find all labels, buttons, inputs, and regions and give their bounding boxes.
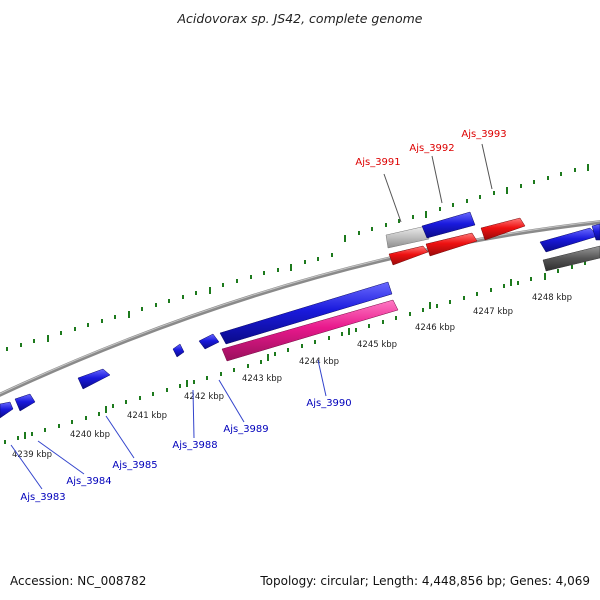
gene-label-highlight[interactable]: Ajs_3992 bbox=[409, 143, 454, 154]
map-title: Acidovorax sp. JS42, complete genome bbox=[177, 11, 423, 26]
kbp-label: 4247 kbp bbox=[473, 307, 513, 317]
label-leader bbox=[218, 379, 245, 423]
gene-label-highlight[interactable]: Ajs_3993 bbox=[461, 129, 506, 140]
label-leader bbox=[481, 143, 493, 190]
gene-label[interactable]: Ajs_3984 bbox=[66, 476, 111, 487]
label-leader bbox=[10, 444, 43, 490]
kbp-label: 4240 kbp bbox=[70, 430, 110, 440]
gene-arrow[interactable] bbox=[542, 245, 600, 272]
gene-arrow[interactable] bbox=[0, 401, 14, 419]
genome-backbone-highlight bbox=[0, 220, 600, 395]
kbp-label: 4248 kbp bbox=[532, 293, 572, 303]
accession-text: Accession: NC_008782 bbox=[10, 574, 146, 588]
kbp-label: 4242 kbp bbox=[184, 392, 224, 402]
gene-arrow[interactable] bbox=[388, 245, 429, 266]
gene-label[interactable]: Ajs_3983 bbox=[20, 492, 65, 503]
genome-summary: Topology: circular; Length: 4,448,856 bp… bbox=[259, 574, 590, 588]
gene-arrow[interactable] bbox=[385, 225, 430, 249]
gene-label[interactable]: Ajs_3988 bbox=[172, 440, 217, 451]
gene-label-highlight[interactable]: Ajs_3991 bbox=[355, 157, 400, 168]
label-leader bbox=[431, 155, 443, 204]
gene-arrow[interactable] bbox=[14, 393, 36, 412]
label-leader bbox=[383, 173, 402, 223]
gene-arrow[interactable] bbox=[480, 217, 526, 241]
gene-arrow[interactable] bbox=[221, 299, 399, 362]
gene-arrow[interactable] bbox=[421, 211, 476, 239]
label-leader bbox=[317, 359, 327, 397]
kbp-label: 4243 kbp bbox=[242, 374, 282, 384]
kbp-label: 4245 kbp bbox=[357, 340, 397, 350]
genome-backbone bbox=[0, 220, 600, 397]
gene-label[interactable]: Ajs_3985 bbox=[112, 460, 157, 471]
inner-tick-row bbox=[4, 261, 586, 444]
gene-label[interactable]: Ajs_3989 bbox=[223, 424, 268, 435]
label-leader bbox=[105, 415, 135, 459]
kbp-label: 4239 kbp bbox=[12, 450, 52, 460]
kbp-label: 4241 kbp bbox=[127, 411, 167, 421]
gene-arrow[interactable] bbox=[219, 281, 393, 345]
outer-tick-row bbox=[6, 164, 589, 351]
kbp-label: 4246 kbp bbox=[415, 323, 455, 333]
label-leader bbox=[37, 440, 85, 475]
gene-arrow[interactable] bbox=[77, 368, 111, 390]
label-leader bbox=[192, 389, 195, 439]
gene-arrow[interactable] bbox=[425, 232, 478, 257]
gene-label[interactable]: Ajs_3990 bbox=[306, 398, 351, 409]
kbp-label: 4244 kbp bbox=[299, 357, 339, 367]
gene-arrow[interactable] bbox=[172, 343, 185, 358]
gene-arrow[interactable] bbox=[198, 333, 220, 350]
gene-arrow[interactable] bbox=[591, 223, 600, 241]
